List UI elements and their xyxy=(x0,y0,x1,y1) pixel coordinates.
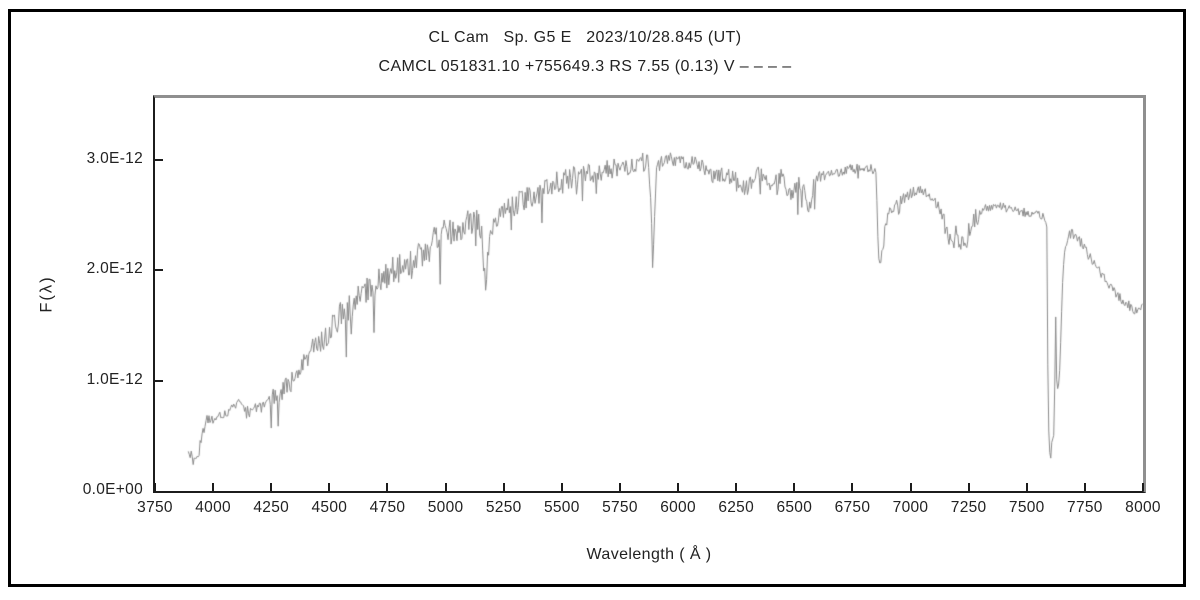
x-axis-tick-label: 6000 xyxy=(660,499,696,516)
y-axis-tick xyxy=(155,158,163,161)
x-axis-label: Wavelength ( Å ) xyxy=(586,546,712,563)
x-axis-tick xyxy=(1083,483,1086,491)
x-axis-tick-label: 3750 xyxy=(137,499,173,516)
x-axis-tick-label: 5250 xyxy=(485,499,522,516)
x-axis-tick-label: 5000 xyxy=(427,499,464,516)
y-axis-tick-label: 2.0E-12 xyxy=(86,260,143,278)
x-axis-tick xyxy=(967,483,970,491)
x-axis-tick-label: 7500 xyxy=(1008,499,1045,516)
x-axis-tick xyxy=(677,483,680,491)
x-axis-tick xyxy=(851,483,854,491)
chart-subtitle: CAMCL 051831.10 +755649.3 RS 7.55 (0.13)… xyxy=(378,58,792,75)
x-axis-tick xyxy=(1142,483,1144,491)
x-axis-tick xyxy=(793,483,796,491)
y-axis-tick-label: 1.0E-12 xyxy=(86,370,143,388)
x-axis-tick xyxy=(502,483,505,491)
x-axis-tick xyxy=(1025,483,1028,491)
x-axis-tick xyxy=(735,483,738,491)
y-axis-tick-label: 0.0E+00 xyxy=(82,481,143,498)
chart-title: CL Cam Sp. G5 E 2023/10/28.845 (UT) xyxy=(428,29,742,46)
y-axis-tick xyxy=(155,379,163,382)
x-axis-tick-label: 4000 xyxy=(195,499,231,516)
x-axis-tick-label: 6750 xyxy=(834,499,871,516)
x-axis-tick-label: 6250 xyxy=(718,499,755,516)
y-axis-tick xyxy=(155,269,163,272)
x-axis-tick-label: 4750 xyxy=(369,499,406,516)
x-axis-tick-label: 4500 xyxy=(311,499,348,516)
x-axis-tick-label: 7250 xyxy=(950,499,987,516)
y-axis-tick-label: 3.0E-12 xyxy=(86,149,143,167)
x-axis-tick-label: 5750 xyxy=(602,499,638,516)
y-axis-label: F(λ) xyxy=(37,275,56,313)
x-axis-tick-label: 8000 xyxy=(1125,499,1161,516)
x-axis-tick xyxy=(618,483,621,491)
x-axis-tick-label: 6500 xyxy=(776,499,813,516)
x-axis-tick-label: 5500 xyxy=(543,499,580,516)
x-axis-tick xyxy=(328,483,331,491)
spectrum-line-canvas xyxy=(155,98,1143,491)
x-axis-tick xyxy=(270,483,273,491)
plot-area: 3750 4000 4250 4500 4750 5000 5250 5500 5750 6000… xyxy=(38,95,1161,563)
x-axis-tick-label: 7750 xyxy=(1067,499,1103,516)
x-axis-tick-label: 7000 xyxy=(892,499,929,516)
x-axis-tick-label: 4250 xyxy=(253,499,290,516)
x-axis-tick xyxy=(444,483,447,491)
x-axis-tick xyxy=(909,483,912,491)
x-axis-tick xyxy=(154,483,156,491)
x-axis-tick xyxy=(560,483,563,491)
x-axis-tick xyxy=(386,483,389,491)
x-axis-tick xyxy=(212,483,215,491)
